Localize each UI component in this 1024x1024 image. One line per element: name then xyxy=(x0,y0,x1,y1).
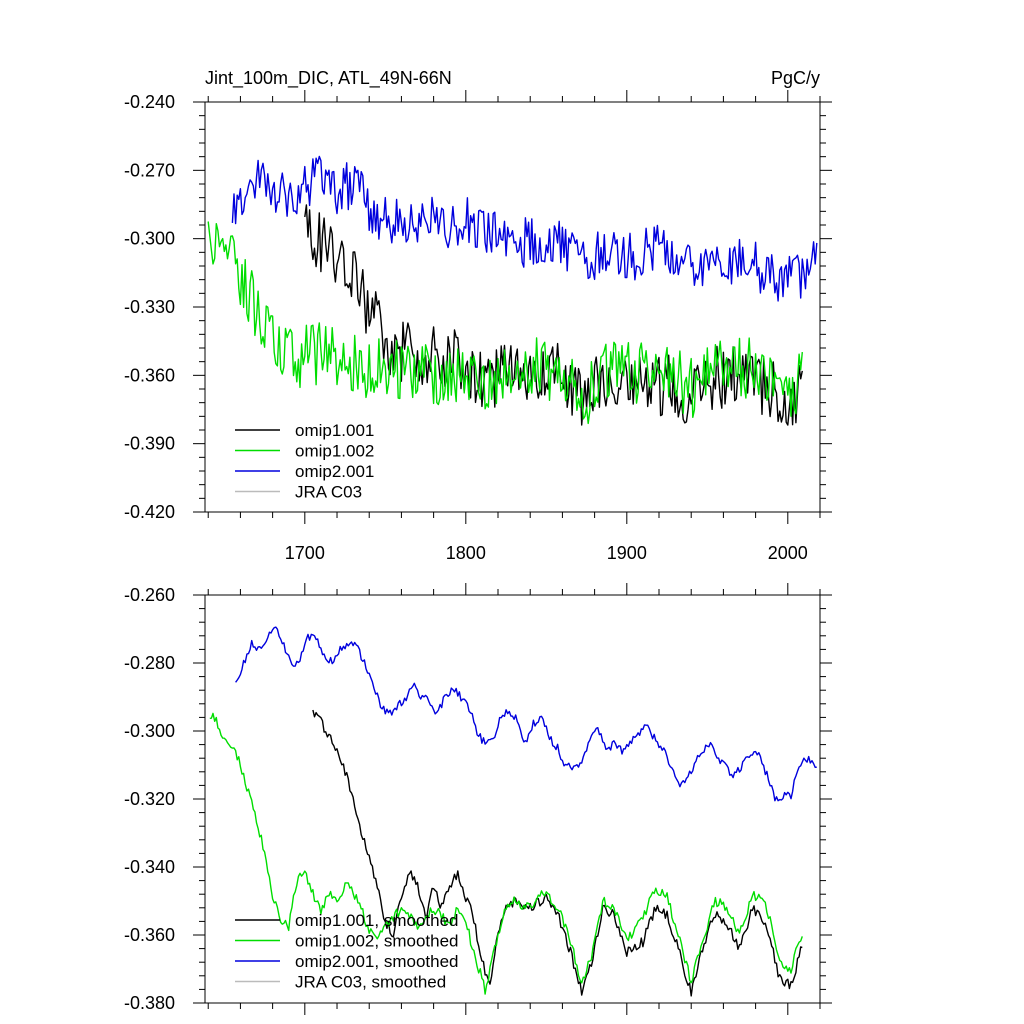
y-tick-label: -0.300 xyxy=(124,229,175,249)
y-tick-label: -0.330 xyxy=(124,297,175,317)
legend-label: omip2.001, smoothed xyxy=(295,952,459,971)
y-tick-label: -0.300 xyxy=(124,721,175,741)
series-line-1 xyxy=(312,709,803,997)
series-line-2 xyxy=(207,221,803,425)
y-tick-label: -0.420 xyxy=(124,502,175,522)
x-tick-label: 1700 xyxy=(285,543,325,563)
y-tick-label: -0.280 xyxy=(124,653,175,673)
legend-label: JRA C03 xyxy=(295,483,362,502)
series-line-1 xyxy=(304,204,803,426)
y-tick-label: -0.360 xyxy=(124,365,175,385)
y-tick-label: -0.380 xyxy=(124,993,175,1013)
series-line-2 xyxy=(209,712,803,995)
y-tick-label: -0.360 xyxy=(124,925,175,945)
legend-label: omip2.001 xyxy=(295,462,374,481)
legend-label: omip1.001 xyxy=(295,421,374,440)
legend-label: omip1.001, smoothed xyxy=(295,911,459,930)
top-panel: -0.240 -0.270 -0.300 -0.330 -0.360 -0.390 -0.4… xyxy=(124,68,832,563)
legend-label: omip1.002 xyxy=(295,442,374,461)
chart-units: PgC/y xyxy=(771,68,820,88)
y-tick-label: -0.270 xyxy=(124,160,175,180)
x-tick-label: 2000 xyxy=(768,543,808,563)
series-line-3 xyxy=(231,155,818,302)
series-line-3 xyxy=(235,626,817,802)
bottom-panel: -0.260 -0.280 -0.300 -0.320 -0.340 -0.360 -0.3… xyxy=(124,583,832,1015)
legend-label: JRA C03, smoothed xyxy=(295,973,446,992)
x-tick-label: 1900 xyxy=(607,543,647,563)
y-tick-label: -0.390 xyxy=(124,434,175,454)
legend-label: omip1.002, smoothed xyxy=(295,932,459,951)
chart-title: Jint_100m_DIC, ATL_49N-66N xyxy=(205,68,452,89)
x-tick-label: 1800 xyxy=(446,543,486,563)
y-tick-label: -0.260 xyxy=(124,585,175,605)
y-tick-label: -0.240 xyxy=(124,92,175,112)
y-tick-label: -0.320 xyxy=(124,789,175,809)
y-tick-label: -0.340 xyxy=(124,857,175,877)
